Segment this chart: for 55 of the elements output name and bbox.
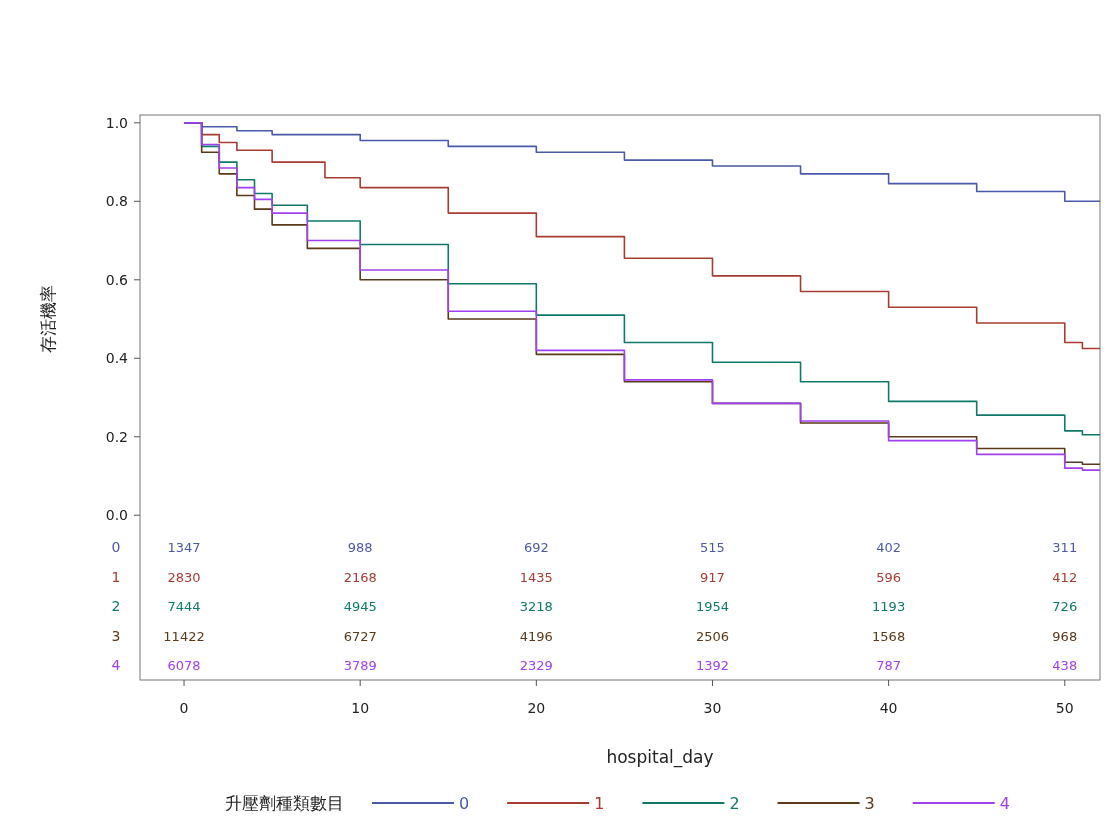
y-tick-label: 0.2	[105, 428, 128, 445]
y-tick-label: 0.6	[105, 271, 129, 288]
y-tick-label: 1.0	[105, 114, 128, 131]
annotation: 692	[523, 540, 549, 556]
annotation: 726	[1052, 599, 1078, 615]
text: 1	[111, 568, 121, 585]
legend-item: 2	[641, 794, 740, 813]
annotation: 4196	[519, 628, 553, 644]
legend-item: 0	[371, 794, 470, 813]
annotation: 515	[700, 540, 725, 556]
annotation: 4945	[343, 599, 377, 615]
annotation: 402	[876, 540, 902, 556]
annotation: 2830	[167, 569, 201, 585]
annotation: 1347	[167, 540, 201, 556]
legend-title: 升壓劑種類數目	[225, 793, 344, 813]
annotation: 1954	[695, 599, 730, 615]
annotation: 787	[876, 658, 902, 674]
annotation: 6727	[343, 628, 377, 644]
x-axis-title: hospital_day	[606, 747, 714, 768]
annotation: 917	[700, 569, 725, 585]
x-tick-label: 30	[703, 700, 722, 716]
annotation: 311	[1052, 540, 1078, 556]
text: 3	[111, 627, 121, 644]
annotation: 3789	[343, 658, 377, 674]
annotation: 2329	[519, 658, 553, 674]
annotation: 1568	[872, 628, 906, 644]
text: 0	[111, 539, 121, 556]
x-tick-label: 10	[351, 700, 370, 716]
annotation: 1193	[872, 599, 906, 615]
annotation: 438	[1052, 658, 1078, 674]
annotation: 412	[1052, 569, 1078, 585]
annotation: 2168	[343, 569, 377, 585]
x-tick-label: 50	[1055, 700, 1074, 716]
y-tick-label: 0.0	[105, 507, 128, 524]
legend-item: 4	[911, 794, 1010, 813]
annotation: 7444	[167, 599, 201, 615]
annotation: 1392	[695, 658, 730, 674]
x-tick-label: 0	[179, 700, 189, 716]
annotation: 11422	[163, 628, 205, 644]
y-axis-title: 存活機率	[38, 285, 58, 354]
y-tick-label: 0.4	[105, 350, 129, 367]
legend-item: 3	[776, 794, 875, 813]
annotation: 2506	[695, 628, 730, 644]
annotation: 6078	[167, 658, 201, 674]
annotation: 596	[876, 569, 902, 585]
text: 2	[111, 598, 121, 615]
legend-item: 1	[506, 794, 605, 813]
annotation: 968	[1052, 628, 1078, 644]
annotation: 1435	[519, 569, 553, 585]
annotation: 988	[347, 540, 373, 556]
annotation: 3218	[519, 599, 553, 615]
text: 4	[111, 657, 121, 674]
x-tick-label: 20	[527, 700, 546, 716]
y-tick-label: 0.8	[105, 193, 128, 210]
x-tick-label: 40	[879, 700, 898, 716]
